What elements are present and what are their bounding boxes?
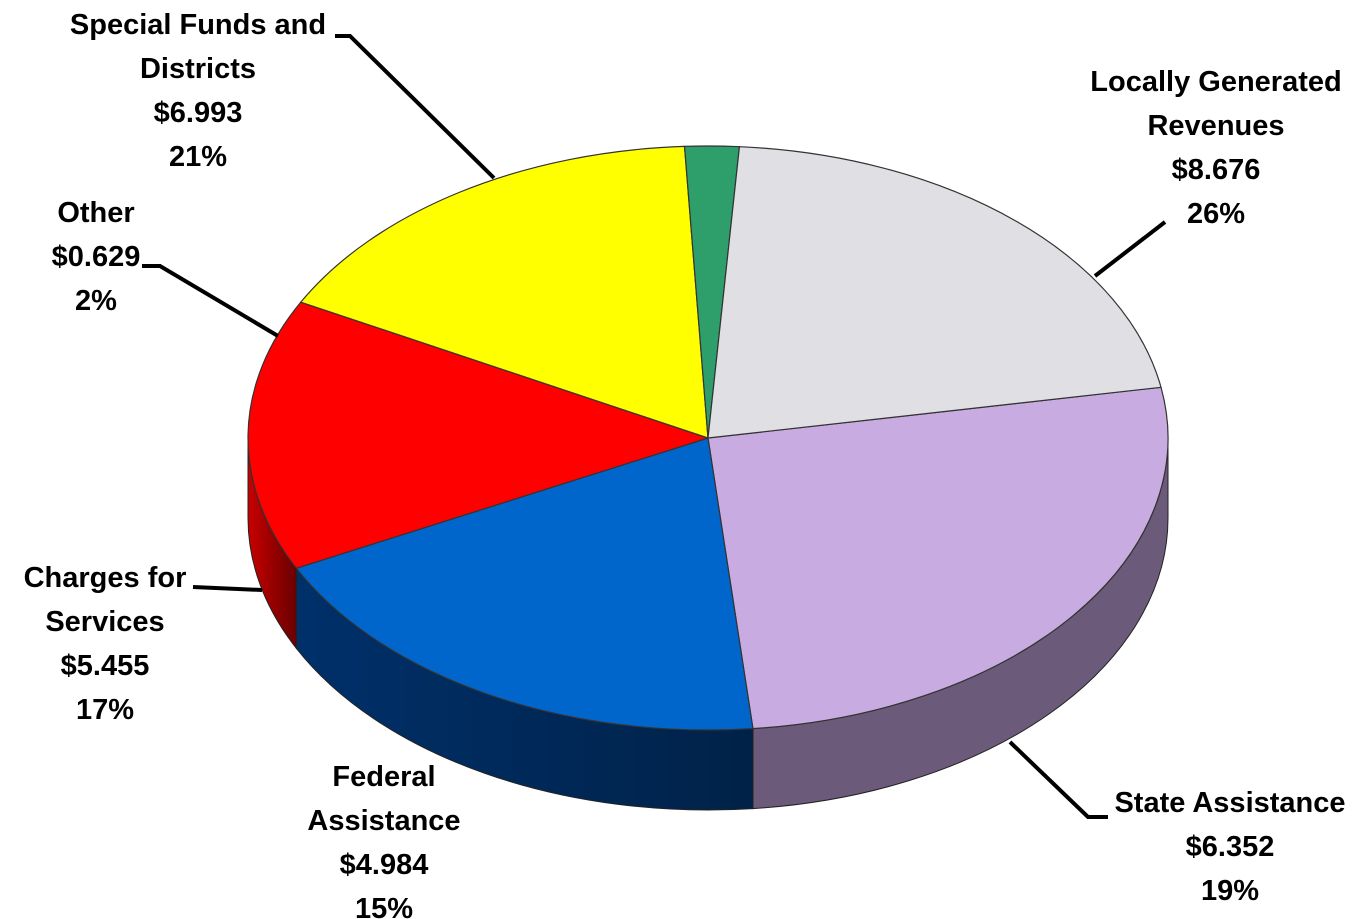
slice-percent: 17%: [76, 694, 134, 726]
slice-name-line-0: Federal: [332, 761, 435, 793]
leader-line-3: [192, 585, 263, 592]
leader-line-1: [1008, 740, 1108, 819]
slice-labels: Locally Generated Revenues $8.676 26% State …: [24, 9, 1346, 919]
leader-lines: [142, 34, 1167, 819]
slice-name-line-1: Revenues: [1147, 110, 1284, 142]
slice-amount: $6.352: [1186, 831, 1275, 863]
slice-label-3: Charges for Services $5.455 17%: [24, 562, 187, 726]
slice-name-line-1: Assistance: [307, 805, 460, 837]
pie-top-slices: [247, 145, 1169, 731]
slice-percent: 15%: [355, 893, 413, 919]
slice-name-line-1: Districts: [140, 53, 256, 85]
slice-percent: 26%: [1187, 198, 1245, 230]
leader-line-4: [142, 264, 280, 338]
slice-amount: $4.984: [340, 849, 429, 881]
pie-slice-1: [295, 437, 754, 731]
slice-name-line-0: State Assistance: [1114, 787, 1345, 819]
slice-percent: 19%: [1201, 875, 1259, 907]
slice-name-line-1: Services: [45, 606, 164, 638]
slice-name-line-0: Charges for: [24, 562, 187, 594]
slice-label-4: Other $0.629 2%: [52, 197, 141, 317]
slice-name-line-0: Special Funds and: [70, 9, 326, 41]
slice-amount: $8.676: [1172, 154, 1261, 186]
slice-label-1: State Assistance $6.352 19%: [1114, 787, 1345, 907]
slice-amount: $6.993: [154, 97, 243, 129]
pie-slice-5: [707, 146, 1162, 439]
slice-label-0: Locally Generated Revenues $8.676 26%: [1090, 66, 1341, 230]
pie-slice-0: [707, 386, 1169, 730]
slice-amount: $0.629: [52, 241, 141, 273]
slice-label-2: Federal Assistance $4.984 15%: [307, 761, 460, 919]
slice-name-line-0: Other: [57, 197, 134, 229]
leader-line-5: [335, 34, 496, 180]
slice-amount: $5.455: [61, 650, 150, 682]
pie-slice-3: [299, 145, 709, 439]
slice-percent: 21%: [169, 141, 227, 173]
slice-percent: 2%: [75, 285, 117, 317]
leader-line-0: [1093, 220, 1167, 278]
pie-slice-2: [247, 301, 710, 569]
slice-label-5: Special Funds and Districts $6.993 21%: [70, 9, 326, 173]
slice-name-line-0: Locally Generated: [1090, 66, 1341, 98]
